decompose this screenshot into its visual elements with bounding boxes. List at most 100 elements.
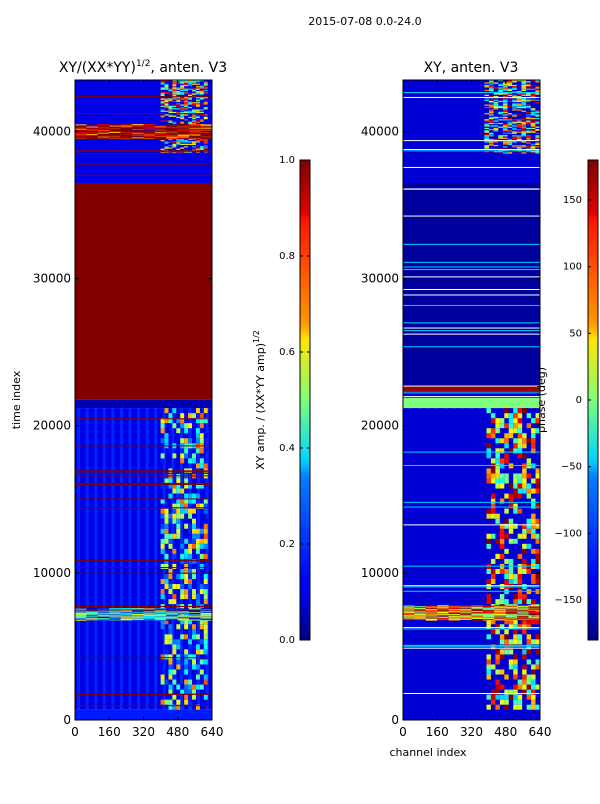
- heatmap-cell: [184, 119, 189, 121]
- heatmap-cell: [504, 518, 509, 524]
- heatmap-cell: [526, 94, 531, 96]
- heatmap-flag-line: [75, 609, 212, 611]
- heatmap-cell: [512, 127, 517, 130]
- heatmap-cell: [176, 639, 181, 645]
- heatmap-cell: [195, 92, 200, 94]
- heatmap-band: [403, 386, 540, 392]
- heatmap-cell: [195, 493, 200, 499]
- heatmap-cell: [498, 119, 503, 121]
- heatmap-cell: [502, 106, 508, 109]
- heatmap-cell: [528, 619, 540, 621]
- heatmap-cell: [521, 152, 527, 154]
- heatmap-flag-line: [403, 451, 540, 453]
- heatmap-cell: [192, 103, 196, 105]
- heatmap-cell: [184, 624, 189, 630]
- heatmap-cell: [448, 605, 461, 607]
- heatmap-cell: [184, 659, 189, 665]
- heatmap-cell: [166, 615, 178, 617]
- heatmap-cell: [513, 619, 518, 625]
- heatmap-cell: [488, 80, 494, 82]
- heatmap-cell: [414, 606, 426, 608]
- heatmap-cell: [199, 649, 204, 655]
- heatmap-cell: [460, 617, 472, 619]
- heatmap-cell: [203, 528, 208, 534]
- heatmap-cell: [530, 126, 536, 128]
- heatmap-stripe: [465, 408, 469, 710]
- heatmap-cell: [199, 80, 204, 82]
- heatmap-cell: [488, 102, 494, 104]
- heatmap-cell: [512, 86, 517, 88]
- heatmap-cell: [143, 134, 155, 136]
- heatmap-cell: [168, 114, 173, 116]
- heatmap-cell: [184, 106, 189, 109]
- heatmap-cell: [192, 413, 196, 419]
- heatmap-cell: [195, 538, 200, 544]
- heatmap-cell: [507, 82, 513, 84]
- heatmap-band: [75, 182, 212, 400]
- heatmap-cell: [199, 109, 204, 111]
- heatmap-cell: [526, 649, 532, 655]
- heatmap-cell: [513, 634, 518, 640]
- heatmap-cell: [184, 81, 189, 83]
- heatmap-cell: [504, 694, 509, 700]
- heatmap-cell: [502, 99, 508, 101]
- heatmap-cell: [168, 141, 173, 143]
- heatmap-band: [403, 397, 540, 409]
- heatmap-cell: [75, 613, 87, 615]
- heatmap-cell: [203, 553, 208, 559]
- heatmap-cell: [164, 104, 169, 106]
- heatmap-cell: [180, 584, 185, 590]
- heatmap-cell: [504, 674, 509, 680]
- heatmap-cell: [172, 122, 177, 125]
- heatmap-cell: [195, 148, 200, 150]
- heatmap-cell: [517, 418, 523, 424]
- heatmap-cell: [160, 140, 165, 142]
- heatmap-cell: [521, 130, 527, 132]
- heatmap-cell: [521, 127, 527, 130]
- heatmap-cell: [160, 579, 165, 585]
- heatmap-stripe: [119, 408, 123, 710]
- y-tick-label: 30000: [33, 272, 71, 286]
- heatmap-cell: [437, 619, 449, 621]
- heatmap-cell: [200, 130, 212, 132]
- heatmap-cell: [203, 141, 208, 143]
- heatmap-cell: [517, 493, 523, 499]
- heatmap-cell: [166, 124, 178, 126]
- heatmap-cell: [486, 694, 491, 700]
- heatmap-cell: [517, 413, 523, 419]
- heatmap-cell: [176, 503, 181, 509]
- heatmap-cell: [192, 573, 196, 580]
- heatmap-cell: [188, 84, 193, 87]
- heatmap-cell: [120, 619, 133, 621]
- heatmap-cell: [172, 87, 177, 89]
- heatmap-cell: [120, 124, 133, 126]
- heatmap-cell: [448, 618, 461, 620]
- heatmap-cell: [507, 94, 513, 96]
- heatmap-cell: [516, 124, 522, 126]
- heatmap-cell: [493, 127, 499, 130]
- heatmap-cell: [471, 609, 483, 611]
- heatmap-cell: [535, 142, 540, 144]
- heatmap-cell: [490, 503, 496, 509]
- heatmap-cell: [160, 418, 165, 424]
- heatmap-cell: [486, 579, 491, 585]
- heatmap-cell: [166, 132, 178, 134]
- heatmap-cell: [143, 618, 155, 620]
- heatmap-cell: [490, 473, 496, 479]
- heatmap-cell: [160, 99, 165, 101]
- heatmap-cell: [508, 493, 514, 499]
- heatmap-cell: [184, 694, 189, 700]
- heatmap-stripe: [128, 408, 132, 710]
- heatmap-cell: [495, 679, 500, 685]
- heatmap-cell: [498, 88, 503, 90]
- heatmap-cell: [517, 478, 523, 484]
- heatmap-flag-line: [403, 385, 540, 387]
- heatmap-cell: [513, 438, 518, 444]
- heatmap-cell: [517, 599, 523, 605]
- heatmap-cell: [526, 151, 531, 153]
- heatmap-cell: [486, 513, 491, 519]
- heatmap-cell: [188, 543, 193, 549]
- heatmap-cell: [493, 130, 499, 132]
- heatmap-cell: [530, 147, 536, 149]
- heatmap-cell: [189, 126, 201, 128]
